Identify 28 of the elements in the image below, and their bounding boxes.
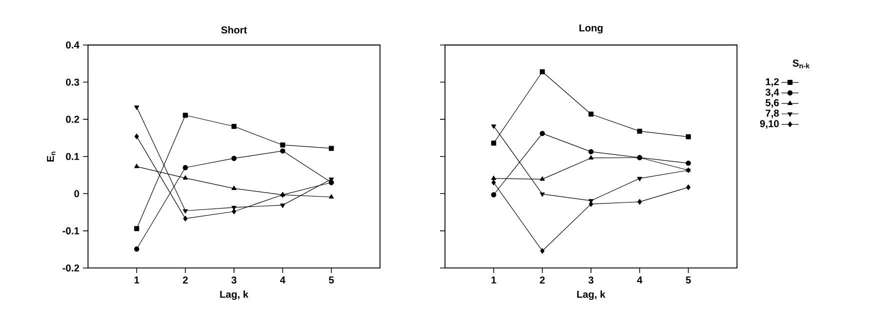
x-tick-label: 5 [686,276,691,284]
legend-label: 5,6 [766,99,779,108]
y-tick-label: -0.1 [62,227,80,234]
legend-label: 3,4 [766,88,780,98]
x-tick-label: 2 [182,276,188,284]
y-tick-label: 0 [74,190,80,198]
x-tick-label: 5 [328,276,334,284]
y-tick-label: 0.2 [66,116,80,123]
x-tick-label: 1 [134,276,140,284]
y-tick-label: 0.3 [66,78,80,86]
x-axis-title: Lag, k [577,290,606,300]
y-axis-title: E$_{n}$ [47,152,56,162]
chart-title: Long [579,24,603,34]
x-tick-label: 3 [231,276,236,284]
x-tick-label: 1 [492,276,496,284]
x-axis-title: Lag, k [220,290,248,300]
legend-label: 7,8 [766,110,779,118]
x-tick-label: 4 [637,276,642,284]
y-tick-label: 0.1 [66,152,80,160]
x-tick-label: 4 [280,276,286,284]
x-tick-label: 2 [540,276,545,284]
chart-title: Short [221,26,247,34]
x-tick-label: 3 [588,276,594,284]
legend-title: S$_{n-k}$ [792,60,810,68]
legend-label: 9,10 [760,120,779,129]
y-tick-label: -0.2 [62,264,80,272]
legend-label: 1,2 [766,78,779,87]
y-tick-label: 0.4 [66,41,80,49]
